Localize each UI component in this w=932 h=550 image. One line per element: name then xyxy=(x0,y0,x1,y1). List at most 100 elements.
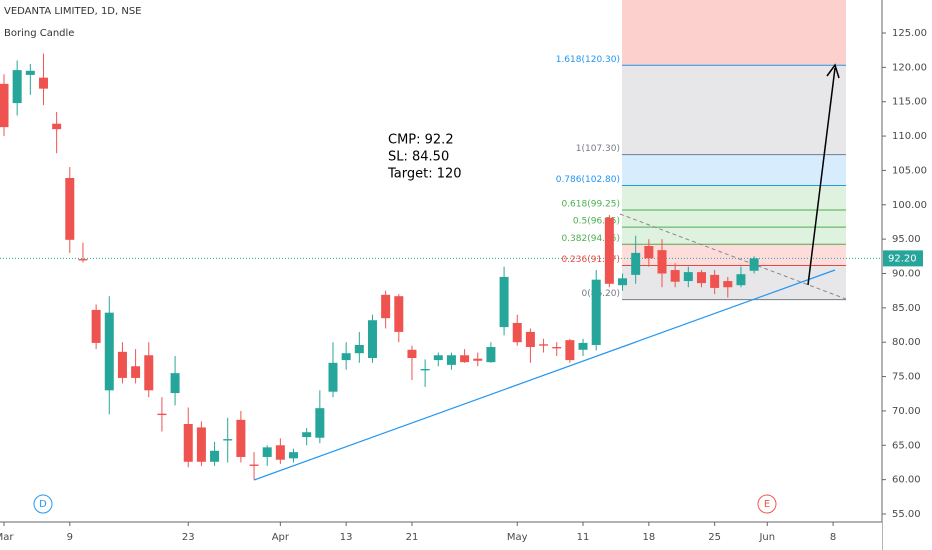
y-tick-label: 75.00 xyxy=(892,372,921,383)
candle-body xyxy=(539,344,549,346)
fib-label: 0.5(96.75) xyxy=(573,217,620,227)
fib-zone xyxy=(622,244,846,266)
x-tick-label: 8 xyxy=(830,532,836,543)
candle-body xyxy=(183,423,193,462)
y-tick-label: 120.00 xyxy=(892,62,927,73)
candle-body xyxy=(578,342,588,350)
y-tick-label: 85.00 xyxy=(892,303,921,314)
candle-body xyxy=(631,252,641,275)
y-tick-label: 70.00 xyxy=(892,406,921,417)
x-tick-label: 23 xyxy=(182,532,195,543)
candle-body xyxy=(315,408,325,438)
candle-body xyxy=(552,347,562,349)
candle-body xyxy=(354,344,364,354)
last-price-box xyxy=(883,250,923,267)
candle-body xyxy=(275,445,285,460)
candle-body xyxy=(565,340,575,361)
candle-body xyxy=(170,373,180,394)
y-tick-label: 125.00 xyxy=(892,28,927,39)
fib-label: 0.786(102.80) xyxy=(556,175,620,185)
x-tick-label: 25 xyxy=(708,532,721,543)
y-tick-label: 90.00 xyxy=(892,269,921,280)
subtitle: Boring Candle xyxy=(4,28,74,39)
candle-body xyxy=(644,246,654,259)
candle-body xyxy=(0,83,9,128)
candle-body xyxy=(696,272,706,284)
candle-body xyxy=(12,70,22,104)
candle-body xyxy=(420,369,430,371)
event-label[interactable]: D xyxy=(39,499,47,510)
candle-body xyxy=(657,250,667,274)
candle-body xyxy=(683,272,693,282)
fib-zone xyxy=(622,154,846,186)
candle-body xyxy=(749,258,759,271)
candle-body xyxy=(381,294,391,319)
candle-body xyxy=(196,427,206,462)
annotation: CMP: 92.2 xyxy=(388,133,454,148)
candle-body xyxy=(236,419,246,457)
candle-body xyxy=(486,347,496,363)
candle-body xyxy=(78,259,88,261)
candle-body xyxy=(131,366,141,378)
fib-zone xyxy=(622,227,846,245)
y-tick-label: 55.00 xyxy=(892,509,921,520)
candle-body xyxy=(512,322,522,343)
event-marker[interactable] xyxy=(33,494,53,514)
candle-body xyxy=(670,270,680,282)
x-tick-label: 13 xyxy=(340,532,353,543)
candle-body xyxy=(289,452,299,459)
candle-body xyxy=(302,432,312,438)
candle-body xyxy=(262,447,272,457)
candle-body xyxy=(473,358,483,361)
annotation: Target: 120 xyxy=(387,167,462,182)
candle-body xyxy=(407,349,417,359)
dashed-line xyxy=(619,213,847,300)
fib-zone xyxy=(622,265,846,300)
candle-body xyxy=(249,464,259,466)
event-marker[interactable] xyxy=(757,494,777,514)
candle-body xyxy=(433,355,443,361)
fib-label: 0(86.20) xyxy=(581,289,620,299)
candle-body xyxy=(38,77,48,89)
fib-zone xyxy=(622,65,846,155)
y-tick-label: 110.00 xyxy=(892,131,927,142)
candle-body xyxy=(499,276,509,328)
candle-body xyxy=(460,355,470,363)
candle-body xyxy=(223,439,233,441)
chart-title: VEDANTA LIMITED, 1D, NSE xyxy=(4,6,142,17)
x-tick-label: 18 xyxy=(642,532,655,543)
fib-label: 1.618(120.30) xyxy=(556,55,620,65)
fib-label: 1(107.30) xyxy=(576,144,620,154)
candle-body xyxy=(723,281,733,288)
y-tick-label: 65.00 xyxy=(892,440,921,451)
candle-body xyxy=(25,70,35,75)
y-tick-label: 95.00 xyxy=(892,234,921,245)
candle-body xyxy=(157,413,167,416)
trend-line xyxy=(253,269,836,481)
y-tick-label: 80.00 xyxy=(892,337,921,348)
candle-body xyxy=(117,351,127,378)
x-tick-label: 21 xyxy=(406,532,419,543)
arrow-head xyxy=(826,63,840,79)
fib-label: 0.382(94.25) xyxy=(561,234,620,244)
y-tick-label: 105.00 xyxy=(892,165,927,176)
y-tick-label: 100.00 xyxy=(892,200,927,211)
x-tick-label: Mar xyxy=(0,532,14,543)
x-tick-label: Jun xyxy=(758,532,775,543)
last-price-label: 92.20 xyxy=(888,253,917,264)
candle-body xyxy=(104,312,114,391)
candle-body xyxy=(328,362,338,392)
event-label[interactable]: E xyxy=(764,499,770,510)
x-tick-label: 9 xyxy=(67,532,73,543)
fib-top-zone xyxy=(622,0,846,65)
target-arrow xyxy=(807,67,836,286)
candle-body xyxy=(525,331,535,348)
candle-body xyxy=(618,278,628,286)
fib-label: 0.618(99.25) xyxy=(561,199,620,209)
time-axis xyxy=(0,522,882,550)
candle-body xyxy=(52,123,62,130)
candle-body xyxy=(144,355,154,391)
candle-body xyxy=(210,450,220,462)
candle-body xyxy=(591,279,601,345)
